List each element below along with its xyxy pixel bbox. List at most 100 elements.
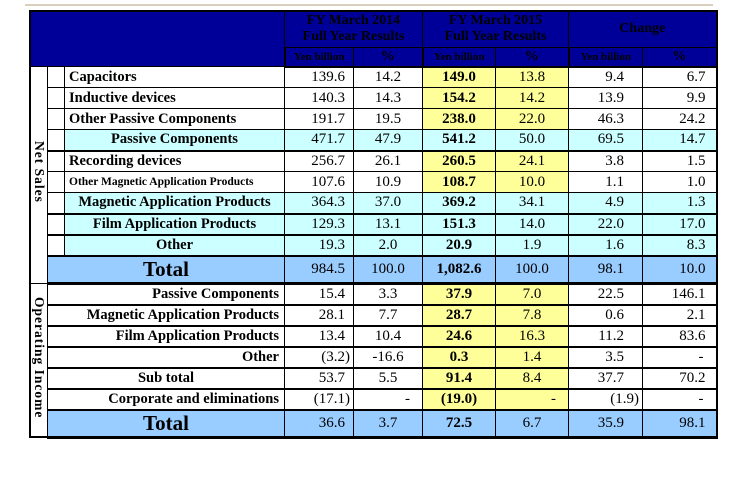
value-cell: 4.9: [568, 192, 643, 215]
value-cell: 98.1: [642, 409, 717, 439]
row-label: Passive Components: [47, 282, 285, 306]
group-header-line1: Change: [619, 21, 666, 37]
unit-header-yen-billion: Yen billion: [421, 46, 496, 68]
value-cell: 11.2: [568, 325, 643, 348]
column-group-header: FY March 2014 Full Year Results: [284, 10, 423, 48]
value-cell: 10.9: [353, 171, 423, 193]
table-row: Total 984.5 100.0 1,082.6 100.0 98.1 10.0: [30, 255, 717, 285]
value-cell: 260.5: [422, 150, 496, 172]
value-cell: 471.7: [284, 129, 354, 152]
value-cell: 14.3: [353, 87, 423, 109]
value-cell: 7.7: [353, 304, 423, 327]
value-cell: 35.9: [568, 409, 643, 439]
row-label: Other Magnetic Application Products: [64, 171, 285, 193]
group-indent-cell: [47, 171, 65, 193]
value-cell: 984.5: [284, 255, 354, 285]
group-indent-cell: [47, 108, 65, 130]
value-cell: 24.2: [642, 108, 717, 130]
value-cell: 20.9: [422, 234, 496, 257]
unit-header-percent: %: [353, 46, 423, 68]
value-cell: 15.4: [284, 282, 354, 306]
table-body: Net Sales Capacitors 139.6 14.2 149.0 13.8 9.4…: [29, 66, 717, 439]
value-cell: 1.0: [642, 171, 717, 193]
value-cell: 100.0: [495, 255, 569, 285]
table-row: Sub total 53.7 5.5 91.4 8.4 37.7 70.2: [30, 367, 717, 390]
value-cell: 26.1: [353, 150, 423, 172]
group-indent-cell: [47, 150, 65, 172]
value-cell: 37.7: [568, 367, 643, 390]
value-cell: (3.2): [284, 346, 354, 369]
unit-header-percent: %: [495, 46, 569, 68]
table-row: Other 19.3 2.0 20.9 1.9 1.6 8.3: [30, 234, 717, 257]
row-label: Magnetic Application Products: [47, 304, 285, 327]
value-cell: 91.4: [422, 367, 496, 390]
section-label-text: Operating Income: [32, 296, 47, 418]
value-cell: 24.6: [422, 325, 496, 348]
row-label: Capacitors: [64, 66, 285, 88]
group-indent-cell: [47, 129, 65, 152]
table-row: Other Magnetic Application Products 107.6…: [30, 171, 717, 193]
value-cell: 1.3: [642, 192, 717, 215]
value-cell: 37.9: [422, 282, 496, 306]
unit-header-yen-billion: Yen billion: [567, 46, 643, 68]
value-cell: 151.3: [422, 213, 496, 236]
top-rule: [25, 4, 713, 6]
value-cell: 369.2: [422, 192, 496, 215]
value-cell: 256.7: [284, 150, 354, 172]
group-header-line1: FY March 2015: [448, 13, 543, 29]
value-cell: 16.3: [495, 325, 569, 348]
value-cell: -16.6: [353, 346, 423, 369]
financial-results-table: FY March 2014 Full Year Results FY March 2…: [29, 10, 718, 439]
value-cell: 3.8: [568, 150, 643, 172]
table-row: Corporate and eliminations (17.1) - (19.0) -…: [30, 388, 717, 411]
value-cell: 5.5: [353, 367, 423, 390]
group-indent-cell: [47, 234, 65, 257]
table-row: Other Passive Components 191.7 19.5 238.0 22…: [30, 108, 717, 130]
value-cell: 140.3: [284, 87, 354, 109]
value-cell: -: [353, 388, 423, 411]
column-group-header: FY March 2015 Full Year Results: [422, 10, 569, 48]
value-cell: 83.6: [642, 325, 717, 348]
value-cell: 100.0: [353, 255, 423, 285]
row-label: Other: [47, 346, 285, 369]
value-cell: 7.0: [495, 282, 569, 306]
value-cell: 34.1: [495, 192, 569, 215]
table-row: Film Application Products 13.4 10.4 24.6 16.…: [30, 325, 717, 348]
row-label: Film Application Products: [47, 325, 285, 348]
table-row: Recording devices 256.7 26.1 260.5 24.1 3.8 1.…: [30, 150, 717, 172]
value-cell: 1.5: [642, 150, 717, 172]
value-cell: 13.4: [284, 325, 354, 348]
value-cell: 6.7: [642, 66, 717, 88]
value-cell: 22.5: [568, 282, 643, 306]
value-cell: 70.2: [642, 367, 717, 390]
value-cell: (1.9): [568, 388, 643, 411]
header-corner-cell: [29, 10, 285, 67]
value-cell: 37.0: [353, 192, 423, 215]
value-cell: 19.3: [284, 234, 354, 257]
row-label: Sub total: [47, 367, 285, 390]
value-cell: 17.0: [642, 213, 717, 236]
value-cell: 7.8: [495, 304, 569, 327]
unit-header-yen-billion: Yen billion: [283, 46, 354, 68]
value-cell: 22.0: [495, 108, 569, 130]
table-row: Inductive devices 140.3 14.3 154.2 14.2 13.9 9…: [30, 87, 717, 109]
value-cell: 191.7: [284, 108, 354, 130]
value-cell: 1.9: [495, 234, 569, 257]
value-cell: 28.7: [422, 304, 496, 327]
value-cell: 8.4: [495, 367, 569, 390]
value-cell: -: [642, 346, 717, 369]
value-cell: 14.7: [642, 129, 717, 152]
value-cell: 1.6: [568, 234, 643, 257]
value-cell: 154.2: [422, 87, 496, 109]
value-cell: 10.0: [642, 255, 717, 285]
value-cell: 53.7: [284, 367, 354, 390]
value-cell: 129.3: [284, 213, 354, 236]
value-cell: -: [642, 388, 717, 411]
value-cell: 6.7: [495, 409, 569, 439]
value-cell: 2.0: [353, 234, 423, 257]
row-label: Inductive devices: [64, 87, 285, 109]
value-cell: 14.2: [353, 66, 423, 88]
group-indent-cell: [47, 87, 65, 109]
value-cell: 0.6: [568, 304, 643, 327]
value-cell: -: [495, 388, 569, 411]
